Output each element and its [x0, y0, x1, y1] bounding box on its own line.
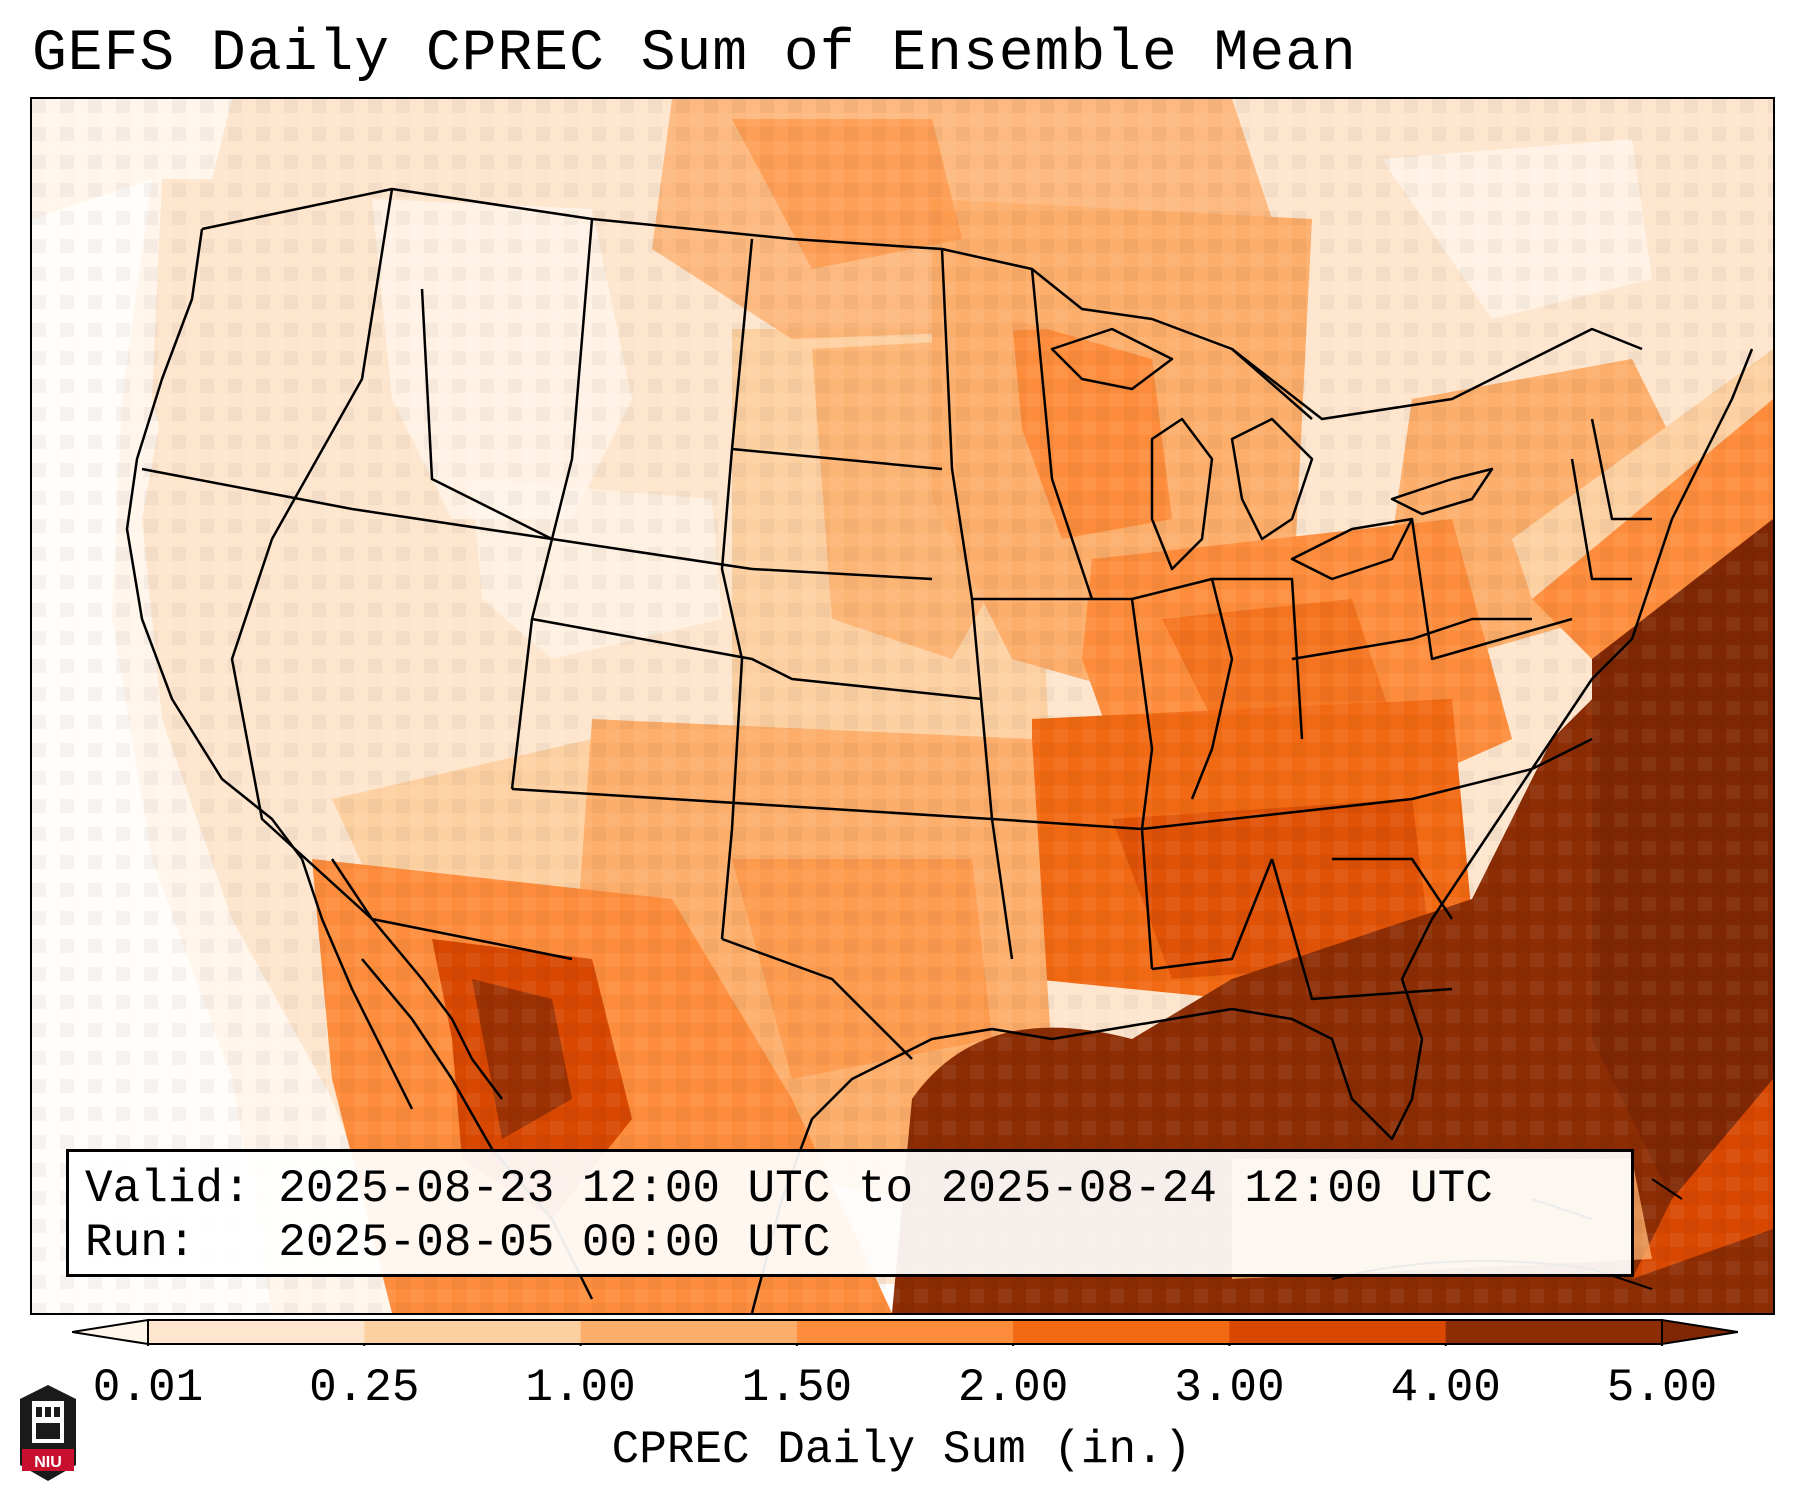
precipitation-map — [30, 97, 1775, 1315]
colorbar-tick-label: 1.50 — [741, 1362, 853, 1414]
valid-value: 2025-08-23 12:00 UTC to 2025-08-24 12:00… — [278, 1163, 1493, 1215]
colorbar-tick-label: 0.25 — [309, 1362, 420, 1414]
colorbar-segments — [148, 1320, 1663, 1344]
colorbar-outline — [147, 1319, 1663, 1345]
colorbar-segment — [1229, 1320, 1447, 1344]
colorbar-tick-label: 4.00 — [1390, 1362, 1501, 1414]
valid-label: Valid: — [85, 1163, 251, 1215]
colorbar-tick-label: 1.00 — [525, 1362, 636, 1414]
niu-logo: NIU — [20, 1385, 76, 1481]
state-borders — [125, 187, 1754, 1313]
colorbar-tick-label: 3.00 — [1174, 1362, 1285, 1414]
colorbar-segment — [580, 1320, 798, 1344]
colorbar-label: CPREC Daily Sum (in.) — [611, 1424, 1192, 1476]
run-value: 2025-08-05 00:00 UTC — [278, 1217, 831, 1269]
map-canvas — [32, 99, 1773, 1313]
colorbar-under-triangle — [72, 1318, 149, 1346]
colorbar-tick-label: 5.00 — [1606, 1362, 1718, 1414]
colorbar-segment — [796, 1320, 1014, 1344]
run-label: Run: — [85, 1217, 196, 1269]
colorbar — [72, 1318, 1738, 1346]
colorbar-segment — [364, 1320, 582, 1344]
logo-text: NIU — [34, 1454, 62, 1471]
colorbar-segment — [1013, 1320, 1230, 1344]
colorbar-segment — [1445, 1320, 1663, 1344]
colorbar-ticks — [147, 1344, 1663, 1346]
valid-run-info: Valid: 2025-08-23 12:00 UTC to 2025-08-2… — [66, 1149, 1634, 1277]
map-title: GEFS Daily CPREC Sum of Ensemble Mean — [32, 22, 1357, 87]
precip-field — [32, 99, 1773, 1313]
colorbar-tick-label: 0.01 — [92, 1362, 204, 1414]
colorbar-over-triangle — [1661, 1318, 1738, 1346]
colorbar-tick-label: 2.00 — [957, 1362, 1069, 1414]
colorbar-segment — [148, 1320, 365, 1344]
